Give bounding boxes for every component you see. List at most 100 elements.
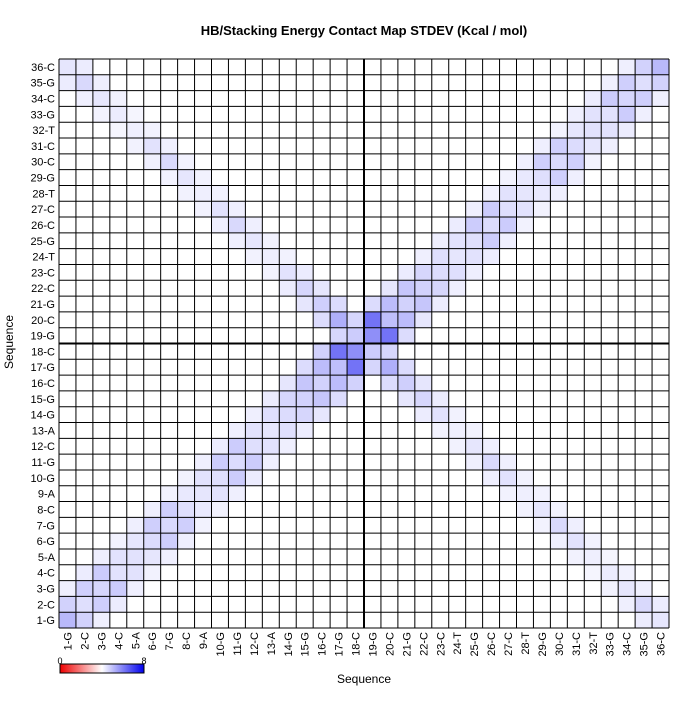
heatmap-cell: [262, 438, 280, 455]
heatmap-cell: [635, 580, 653, 597]
heatmap-cell: [109, 548, 127, 565]
heatmap-cell: [364, 311, 381, 328]
heatmap-cell: [516, 485, 534, 502]
heatmap-cell: [601, 90, 619, 107]
heatmap-cell: [516, 469, 534, 486]
heatmap-cell: [126, 122, 144, 139]
x-tick-label: 5-A: [130, 631, 142, 649]
heatmap-cell: [177, 153, 195, 170]
chart-title: HB/Stacking Energy Contact Map STDEV (Kc…: [201, 23, 528, 38]
heatmap-cell: [397, 327, 415, 344]
y-tick-label: 31-C: [31, 141, 55, 153]
heatmap-cell: [533, 138, 551, 154]
heatmap-cell: [228, 217, 246, 233]
x-tick-label: 15-G: [300, 632, 312, 656]
heatmap-cell: [364, 343, 381, 360]
x-tick-label: 23-C: [435, 632, 447, 656]
y-tick-label: 14-G: [31, 410, 55, 422]
y-tick-labels: 1-G 2-C 3-G 4-C 5-A 6-G 7-G 8-C 9-A 10-G 11-G 12-C 1…: [31, 62, 56, 627]
heatmap-cell: [601, 580, 619, 597]
heatmap-cell: [482, 469, 500, 486]
heatmap-cell: [245, 406, 263, 423]
x-tick-label: 14-G: [283, 632, 295, 656]
heatmap-cell: [499, 201, 517, 218]
heatmap-cell: [160, 169, 178, 186]
heatmap-cell: [550, 138, 568, 154]
heatmap-cell: [279, 406, 297, 423]
heatmap-cell: [126, 564, 144, 581]
heatmap-cell: [465, 454, 483, 470]
heatmap-cell: [313, 359, 331, 376]
heatmap-cell: [75, 612, 93, 628]
heatmap-cell: [160, 485, 178, 502]
heatmap-cell: [414, 311, 432, 328]
heatmap-cell: [533, 153, 551, 170]
heatmap-cell: [160, 501, 178, 518]
heatmap-cell: [618, 74, 636, 91]
heatmap-cell: [279, 280, 297, 297]
heatmap-cell: [194, 469, 212, 486]
y-tick-label: 18-C: [31, 346, 55, 358]
heatmap-cell: [75, 59, 93, 75]
y-tick-label: 10-G: [31, 473, 55, 485]
heatmap-cell: [397, 359, 415, 376]
x-tick-label: 34-C: [622, 632, 634, 656]
heatmap-cell: [194, 201, 212, 218]
heatmap-cell: [194, 501, 212, 518]
heatmap-cell: [618, 564, 636, 581]
heatmap-cell: [448, 406, 466, 423]
y-tick-label: 27-C: [31, 204, 55, 216]
y-tick-label: 32-T: [32, 125, 55, 137]
x-tick-label: 17-G: [334, 632, 346, 656]
x-tick-label: 18-C: [351, 632, 363, 656]
heatmap-cell: [245, 248, 263, 265]
heatmap-cell: [414, 375, 432, 391]
heatmap-cell: [431, 390, 449, 407]
y-tick-label: 4-C: [37, 568, 55, 580]
heatmap-cell: [194, 485, 212, 502]
heatmap-cell: [143, 564, 161, 581]
heatmap-cell: [211, 185, 229, 202]
heatmap-cell: [397, 375, 415, 391]
heatmap-cell: [194, 185, 212, 202]
heatmap-cell: [465, 248, 483, 265]
heatmap-cell: [584, 153, 602, 170]
heatmap-cell: [245, 422, 263, 439]
heatmap-cell: [330, 327, 348, 344]
heatmap-cell: [499, 185, 517, 202]
heatmap-cell: [652, 74, 669, 91]
x-tick-label: 33-G: [605, 632, 617, 656]
x-tick-label: 4-C: [113, 632, 125, 650]
heatmap-cell: [499, 485, 517, 502]
heatmap-cell: [431, 296, 449, 312]
y-tick-label: 23-C: [31, 267, 55, 279]
heatmap-cell: [601, 138, 619, 154]
heatmap-cell: [177, 533, 195, 549]
x-tick-label: 36-C: [656, 632, 668, 656]
y-tick-label: 24-T: [32, 252, 55, 264]
y-tick-label: 11-G: [31, 457, 55, 469]
heatmap-cell: [465, 264, 483, 281]
y-tick-label: 29-G: [31, 173, 55, 185]
heatmap-cell: [262, 248, 280, 265]
heatmap-cell: [279, 390, 297, 407]
y-tick-label: 8-C: [37, 504, 55, 516]
heatmap-cell: [465, 217, 483, 233]
heatmap-cell: [59, 612, 76, 628]
heatmap-cell: [160, 517, 178, 534]
y-tick-label: 12-C: [31, 441, 55, 453]
heatmap-cell: [533, 185, 551, 202]
heatmap-cell: [601, 106, 619, 123]
y-tick-label: 34-C: [31, 94, 55, 106]
heatmap-cell: [448, 264, 466, 281]
y-tick-label: 28-T: [32, 188, 55, 200]
colorbar-min-label: 0: [57, 656, 62, 666]
heatmap-cell: [228, 438, 246, 455]
heatmap-cell: [567, 153, 585, 170]
heatmap-cell: [143, 548, 161, 565]
heatmap-cell: [279, 248, 297, 265]
heatmap-cell: [245, 217, 263, 233]
heatmap-cell: [228, 485, 246, 502]
heatmap-cell: [431, 248, 449, 265]
heatmap-cell: [414, 406, 432, 423]
